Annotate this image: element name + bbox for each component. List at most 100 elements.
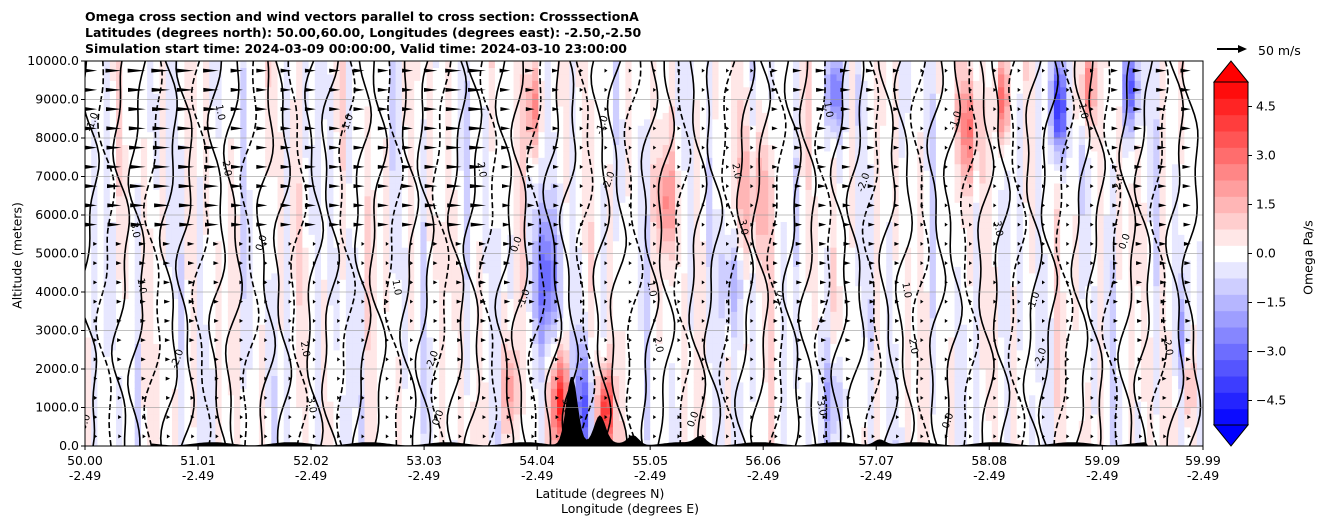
omega-cell [147, 105, 154, 113]
omega-cell [240, 112, 248, 120]
omega-cell [550, 195, 558, 203]
omega-cell [240, 195, 248, 203]
omega-cell [85, 362, 92, 370]
omega-cell [600, 407, 608, 415]
omega-cell [482, 221, 490, 229]
omega-cell [544, 362, 552, 370]
omega-cell [296, 388, 303, 396]
omega-cell [289, 369, 297, 377]
omega-cell [122, 234, 130, 242]
omega-cell [221, 170, 229, 178]
omega-cell [159, 208, 167, 216]
omega-cell [252, 388, 260, 396]
omega-cell [550, 150, 558, 158]
omega-cell [209, 253, 217, 261]
omega-cell [538, 330, 546, 338]
omega-cell [171, 253, 179, 261]
omega-cell [544, 401, 552, 409]
omega-cell [308, 324, 316, 332]
omega-cell [401, 118, 409, 126]
omega-cell [109, 170, 117, 178]
omega-cell [370, 388, 378, 396]
omega-cell [85, 381, 92, 389]
omega-cell [395, 227, 403, 235]
omega-cell [445, 420, 453, 428]
omega-cell [234, 247, 241, 255]
omega-cell [507, 356, 515, 364]
omega-cell [159, 150, 167, 158]
omega-cell [147, 324, 154, 332]
omega-cell [215, 125, 223, 133]
omega-cell [234, 394, 241, 402]
omega-cell [97, 150, 105, 158]
omega-cell [358, 292, 366, 300]
omega-cell [308, 356, 316, 364]
omega-cell [476, 285, 484, 293]
omega-cell [439, 118, 446, 126]
omega-cell [314, 221, 322, 229]
omega-cell [507, 317, 515, 325]
omega-cell [265, 118, 272, 126]
omega-cell [501, 285, 508, 293]
omega-cell [140, 381, 148, 389]
omega-cell [525, 292, 533, 300]
omega-cell [215, 176, 223, 184]
omega-cell [339, 157, 347, 165]
omega-cell [414, 381, 421, 389]
omega-cell [544, 234, 552, 242]
omega-cell [128, 73, 136, 81]
omega-cell [97, 73, 105, 81]
omega-cell [178, 324, 185, 332]
omega-cell [265, 112, 272, 120]
omega-cell [116, 157, 123, 165]
omega-cell [339, 176, 347, 184]
omega-cell [302, 311, 310, 319]
omega-cell [470, 336, 477, 344]
omega-cell [153, 407, 161, 415]
omega-cell [327, 298, 335, 306]
omega-cell [470, 375, 477, 383]
omega-cell [246, 362, 254, 370]
omega-cell [594, 93, 602, 101]
omega-cell [302, 73, 310, 81]
omega-cell [271, 163, 279, 171]
omega-cell [470, 247, 477, 255]
omega-cell [246, 388, 254, 396]
omega-cell [494, 234, 502, 242]
omega-cell [140, 369, 148, 377]
omega-cell [432, 426, 440, 434]
omega-cell [128, 247, 136, 255]
omega-cell [525, 285, 533, 293]
omega-cell [190, 67, 198, 75]
omega-cell [352, 388, 359, 396]
omega-cell [221, 317, 229, 325]
omega-cell [196, 202, 204, 210]
omega-cell [432, 253, 440, 261]
omega-cell [352, 73, 359, 81]
omega-cell [352, 381, 359, 389]
omega-cell [221, 285, 229, 293]
omega-cell [364, 343, 372, 351]
omega-cell [321, 182, 328, 190]
omega-cell [563, 272, 571, 280]
omega-cell [321, 234, 328, 242]
omega-cell [358, 349, 366, 357]
omega-cell [283, 317, 291, 325]
omega-cell [234, 215, 241, 223]
omega-cell [227, 356, 235, 364]
omega-cell [128, 369, 136, 377]
omega-cell [439, 401, 446, 409]
omega-cell [103, 80, 111, 88]
omega-cell [215, 266, 223, 274]
omega-cell [445, 279, 453, 287]
omega-cell [221, 420, 229, 428]
omega-cell [227, 285, 235, 293]
omega-cell [507, 304, 515, 312]
omega-cell [482, 292, 490, 300]
omega-cell [178, 381, 185, 389]
omega-cell [196, 93, 204, 101]
omega-cell [85, 292, 92, 300]
omega-cell [171, 362, 179, 370]
omega-cell [594, 388, 602, 396]
omega-cell [463, 343, 471, 351]
